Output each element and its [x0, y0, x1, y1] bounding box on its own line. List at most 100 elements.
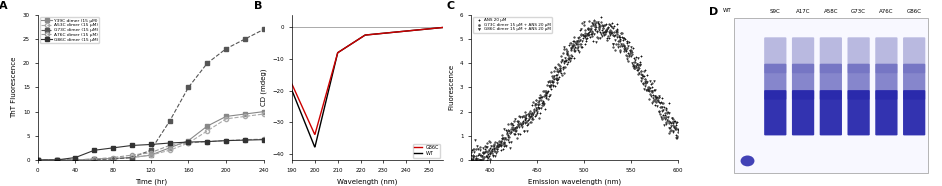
G73C dimer 15 μM + ANS 20 μM — [638, 82, 653, 85]
FancyBboxPatch shape — [848, 64, 869, 100]
ANS 20 μM — [621, 52, 636, 54]
G86C dimer (15 μM) — [164, 142, 175, 144]
G86C dimer 15 μM + ANS 20 μM — [551, 70, 566, 73]
G73C dimer 15 μM + ANS 20 μM — [626, 60, 642, 63]
G86C dimer (15 μM) — [70, 156, 81, 159]
ANS 20 μM — [502, 132, 517, 134]
G73C dimer 15 μM + ANS 20 μM — [542, 80, 557, 83]
G86C dimer 15 μM + ANS 20 μM — [571, 36, 586, 39]
G73C dimer 15 μM + ANS 20 μM — [630, 66, 645, 69]
ANS 20 μM — [550, 78, 565, 81]
G86C dimer 15 μM + ANS 20 μM — [660, 115, 675, 118]
G86C dimer 15 μM + ANS 20 μM — [487, 144, 502, 147]
ANS 20 μM — [653, 106, 668, 109]
G73C dimer 15 μM + ANS 20 μM — [519, 120, 534, 123]
ANS 20 μM — [632, 61, 647, 64]
G73C dimer 15 μM + ANS 20 μM — [599, 28, 614, 31]
ANS 20 μM — [556, 65, 571, 68]
G73C dimer 15 μM + ANS 20 μM — [464, 158, 479, 161]
G73C dimer 15 μM + ANS 20 μM — [577, 32, 593, 35]
G73C dimer 15 μM + ANS 20 μM — [521, 114, 536, 117]
ANS 20 μM — [654, 102, 669, 105]
G73C dimer 15 μM + ANS 20 μM — [551, 63, 566, 66]
G86C dimer 15 μM + ANS 20 μM — [670, 137, 685, 140]
Y-axis label: CD (mdeg): CD (mdeg) — [261, 69, 268, 106]
G86C dimer 15 μM + ANS 20 μM — [559, 60, 574, 63]
G86C dimer 15 μM + ANS 20 μM — [582, 29, 597, 32]
G73C dimer 15 μM + ANS 20 μM — [589, 20, 604, 23]
G73C dimer 15 μM + ANS 20 μM — [571, 39, 586, 42]
G86C dimer 15 μM + ANS 20 μM — [602, 33, 617, 36]
G73C dimer 15 μM + ANS 20 μM — [533, 98, 548, 101]
ANS 20 μM — [498, 129, 513, 132]
G86C dimer 15 μM + ANS 20 μM — [528, 103, 543, 106]
G86C dimer 15 μM + ANS 20 μM — [475, 154, 490, 157]
ANS 20 μM — [582, 36, 597, 39]
Legend: G86C, WT: G86C, WT — [413, 144, 440, 158]
ANS 20 μM — [569, 41, 584, 44]
G86C dimer 15 μM + ANS 20 μM — [512, 116, 528, 119]
G86C dimer 15 μM + ANS 20 μM — [587, 32, 602, 35]
Y39C dimer (15 μM) — [107, 157, 119, 160]
G86C dimer 15 μM + ANS 20 μM — [530, 104, 545, 107]
G73C dimer 15 μM + ANS 20 μM — [516, 115, 531, 118]
G86C dimer 15 μM + ANS 20 μM — [621, 44, 636, 47]
G73C dimer 15 μM + ANS 20 μM — [533, 93, 548, 96]
ANS 20 μM — [624, 50, 639, 53]
G86C dimer 15 μM + ANS 20 μM — [649, 96, 664, 99]
G86C dimer 15 μM + ANS 20 μM — [473, 158, 488, 161]
ANS 20 μM — [474, 153, 489, 156]
G73C dimer 15 μM + ANS 20 μM — [476, 156, 491, 159]
G73C dimer 15 μM + ANS 20 μM — [473, 146, 488, 149]
Text: G73C: G73C — [852, 9, 866, 15]
G73C dimer 15 μM + ANS 20 μM — [523, 110, 538, 113]
ANS 20 μM — [551, 75, 566, 78]
G86C dimer 15 μM + ANS 20 μM — [624, 46, 639, 49]
ANS 20 μM — [636, 75, 651, 78]
G86C dimer 15 μM + ANS 20 μM — [484, 149, 499, 152]
G73C dimer 15 μM + ANS 20 μM — [591, 25, 606, 28]
G73C dimer 15 μM + ANS 20 μM — [634, 72, 649, 75]
ANS 20 μM — [628, 55, 643, 58]
ANS 20 μM — [611, 35, 626, 38]
G73C dimer 15 μM + ANS 20 μM — [528, 99, 544, 102]
G86C dimer 15 μM + ANS 20 μM — [564, 45, 579, 48]
G73C dimer 15 μM + ANS 20 μM — [559, 48, 574, 51]
G73C dimer 15 μM + ANS 20 μM — [582, 28, 597, 31]
G73C dimer 15 μM + ANS 20 μM — [621, 59, 636, 62]
ANS 20 μM — [659, 110, 674, 113]
ANS 20 μM — [494, 148, 509, 151]
ANS 20 μM — [564, 55, 579, 58]
ANS 20 μM — [488, 145, 503, 148]
ANS 20 μM — [465, 153, 480, 156]
FancyBboxPatch shape — [764, 64, 787, 100]
G86C dimer (15 μM) — [126, 144, 138, 147]
ANS 20 μM — [593, 30, 608, 33]
ANS 20 μM — [623, 48, 638, 51]
G86C dimer 15 μM + ANS 20 μM — [623, 54, 638, 57]
G86C dimer 15 μM + ANS 20 μM — [596, 34, 611, 37]
G73C dimer (15 μM) — [183, 86, 194, 89]
ANS 20 μM — [589, 25, 604, 28]
A76C dimer (15 μM) — [126, 154, 138, 156]
G86C dimer 15 μM + ANS 20 μM — [519, 129, 534, 132]
ANS 20 μM — [667, 119, 682, 122]
G73C dimer 15 μM + ANS 20 μM — [568, 41, 583, 44]
G86C dimer 15 μM + ANS 20 μM — [654, 115, 669, 118]
ANS 20 μM — [514, 121, 529, 124]
G86C dimer 15 μM + ANS 20 μM — [626, 64, 642, 67]
G73C dimer 15 μM + ANS 20 μM — [631, 72, 646, 75]
ANS 20 μM — [555, 59, 570, 62]
G86C dimer 15 μM + ANS 20 μM — [464, 158, 479, 161]
G86C dimer 15 μM + ANS 20 μM — [528, 106, 544, 109]
G73C dimer 15 μM + ANS 20 μM — [492, 139, 507, 142]
G73C dimer 15 μM + ANS 20 μM — [657, 116, 672, 118]
G86C dimer 15 μM + ANS 20 μM — [556, 46, 571, 49]
G86C dimer 15 μM + ANS 20 μM — [600, 27, 615, 30]
G73C dimer 15 μM + ANS 20 μM — [482, 157, 497, 160]
G73C dimer 15 μM + ANS 20 μM — [554, 55, 569, 58]
G73C dimer 15 μM + ANS 20 μM — [560, 53, 576, 56]
G86C dimer 15 μM + ANS 20 μM — [609, 30, 625, 33]
ANS 20 μM — [534, 102, 549, 105]
ANS 20 μM — [598, 22, 613, 25]
